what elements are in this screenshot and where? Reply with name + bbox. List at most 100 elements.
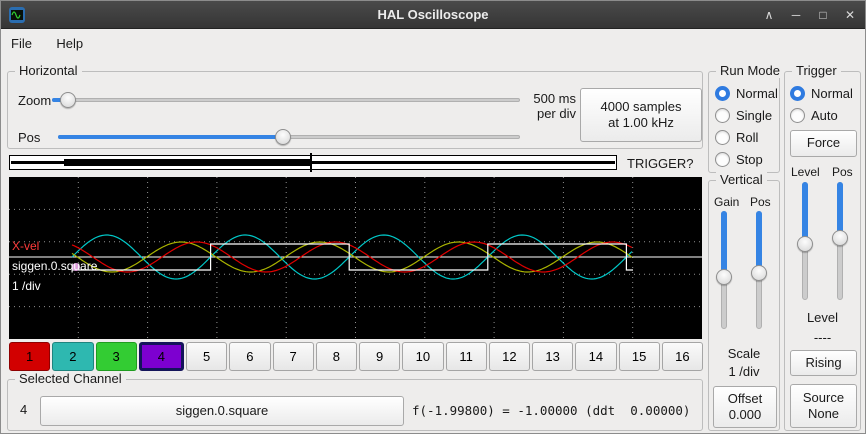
channel-button-8[interactable]: 8: [315, 342, 357, 371]
record-length-button[interactable]: 4000 samples at 1.00 kHz: [580, 88, 702, 142]
selected-channel-group: Selected Channel 4 siggen.0.square f(-1.…: [7, 371, 703, 431]
trigger-level-slider-label: Level: [791, 165, 820, 179]
trigger-mode-options: Normal Auto: [790, 84, 853, 128]
offset-button[interactable]: Offset 0.000: [713, 386, 777, 428]
vertical-pos-slider-label: Pos: [750, 195, 771, 209]
channel-button-14[interactable]: 14: [575, 342, 617, 371]
selected-channel-number: 4: [20, 402, 28, 417]
record-window-bar: [64, 159, 312, 166]
run-mode-stop-radio[interactable]: Stop: [715, 150, 778, 168]
gain-slider-fill: [721, 211, 727, 277]
trigger-mode-auto-label: Auto: [811, 107, 838, 123]
trigger-edge-label: Rising: [805, 354, 842, 370]
trigger-source-button[interactable]: Source None: [790, 384, 857, 428]
channel-button-4[interactable]: 4: [138, 342, 184, 371]
radio-selected-icon: [790, 85, 805, 101]
trigger-pos-fill: [837, 182, 843, 238]
channel-button-11[interactable]: 11: [445, 342, 487, 371]
run-mode-group-label: Run Mode: [716, 63, 784, 78]
close-button[interactable]: ✕: [844, 8, 856, 22]
menu-help[interactable]: Help: [56, 36, 84, 51]
channel-4-trace: [72, 243, 633, 271]
vertical-pos-slider[interactable]: [751, 211, 767, 329]
record-full-line: [11, 161, 615, 164]
channel-button-12[interactable]: 12: [488, 342, 530, 371]
window-title: HAL Oscilloscope: [377, 7, 489, 22]
zoom-slider-trough: [52, 98, 520, 102]
force-trigger-label: Force: [806, 135, 841, 151]
menubar: File Help: [1, 29, 865, 59]
maximize-button[interactable]: □: [819, 8, 827, 22]
channel-2-trace: [71, 234, 633, 280]
offset-value: 0.000: [728, 407, 762, 422]
run-mode-roll-label: Roll: [736, 129, 759, 145]
gain-slider-handle[interactable]: [716, 269, 732, 285]
selected-channel-name: siggen.0.square: [175, 402, 269, 418]
run-mode-group: Run Mode Normal Single Roll Stop: [708, 63, 784, 173]
trigger-level-caption: Level: [806, 310, 839, 325]
force-trigger-button[interactable]: Force: [790, 130, 857, 157]
record-position-indicator: [9, 153, 617, 172]
trigger-mode-auto-radio[interactable]: Auto: [790, 106, 853, 124]
channel-button-16[interactable]: 16: [661, 342, 703, 371]
trigger-level-slider[interactable]: [797, 182, 813, 300]
pos-slider[interactable]: [58, 129, 520, 145]
scope-canvas: [9, 177, 702, 339]
run-mode-single-label: Single: [736, 107, 773, 123]
sample-rate-label: 500 ms per div: [520, 91, 576, 121]
run-mode-options: Normal Single Roll Stop: [715, 84, 778, 172]
channel-button-2[interactable]: 2: [52, 342, 94, 371]
vertical-pos-handle[interactable]: [751, 265, 767, 281]
minimize-button[interactable]: ─: [791, 8, 801, 22]
channel-1-trace: [71, 241, 633, 273]
radio-unselected-icon: [790, 107, 805, 123]
value-readout: f(-1.99800) = -1.00000 (ddt 0.00000): [412, 403, 691, 418]
gain-slider[interactable]: [716, 211, 732, 329]
trigger-pos-slider[interactable]: [832, 182, 848, 300]
run-mode-roll-radio[interactable]: Roll: [715, 128, 778, 146]
channel-button-1[interactable]: 1: [9, 342, 51, 371]
channel-button-13[interactable]: 13: [532, 342, 574, 371]
scope-channel-1-name-label: X-vel: [12, 239, 40, 253]
channel-button-10[interactable]: 10: [402, 342, 444, 371]
gain-slider-label: Gain: [714, 195, 740, 209]
trigger-level-fill: [802, 182, 808, 244]
window-controls: ∧ ─ □ ✕: [762, 1, 857, 29]
sample-rate-line1: 500 ms: [533, 91, 576, 106]
trigger-mode-normal-radio[interactable]: Normal: [790, 84, 853, 102]
trigger-group: Trigger Normal Auto Force Level Pos Level…: [784, 63, 861, 431]
radio-unselected-icon: [715, 107, 730, 123]
radio-selected-icon: [715, 85, 730, 101]
trigger-level-handle[interactable]: [797, 236, 813, 252]
trigger-pos-handle[interactable]: [832, 230, 848, 246]
selected-channel-name-button[interactable]: siggen.0.square: [40, 396, 404, 426]
selected-channel-group-label: Selected Channel: [15, 371, 126, 386]
radio-unselected-icon: [715, 129, 730, 145]
app-icon: [9, 7, 25, 23]
channel-button-7[interactable]: 7: [272, 342, 314, 371]
run-mode-single-radio[interactable]: Single: [715, 106, 778, 124]
trigger-pos-slider-label: Pos: [832, 165, 853, 179]
shade-button[interactable]: ∧: [764, 8, 774, 22]
scope-channel-4-scale-label: 1 /div: [12, 279, 41, 293]
run-mode-normal-radio[interactable]: Normal: [715, 84, 778, 102]
zoom-slider-handle[interactable]: [60, 92, 76, 108]
run-mode-stop-label: Stop: [736, 151, 763, 167]
channel-3-trace: [71, 241, 633, 273]
vertical-group: Vertical Gain Pos Scale 1 /div Offset 0.…: [708, 172, 780, 431]
channel-button-row: 1 2 3 4 5 6 7 8 9 10 11 12 13 14 15 16: [9, 342, 703, 371]
channel-button-3[interactable]: 3: [95, 342, 137, 371]
pos-slider-handle[interactable]: [275, 129, 291, 145]
trigger-level-value: ----: [813, 330, 832, 345]
pos-slider-fill: [58, 135, 283, 139]
zoom-slider[interactable]: [52, 92, 520, 108]
zoom-label: Zoom: [18, 93, 52, 108]
channel-button-15[interactable]: 15: [618, 342, 660, 371]
menu-file[interactable]: File: [11, 36, 32, 51]
record-length-line1: 4000 samples: [600, 98, 682, 114]
channel-button-9[interactable]: 9: [359, 342, 401, 371]
channel-button-6[interactable]: 6: [229, 342, 271, 371]
channel-button-5[interactable]: 5: [186, 342, 228, 371]
trigger-edge-button[interactable]: Rising: [790, 350, 857, 376]
